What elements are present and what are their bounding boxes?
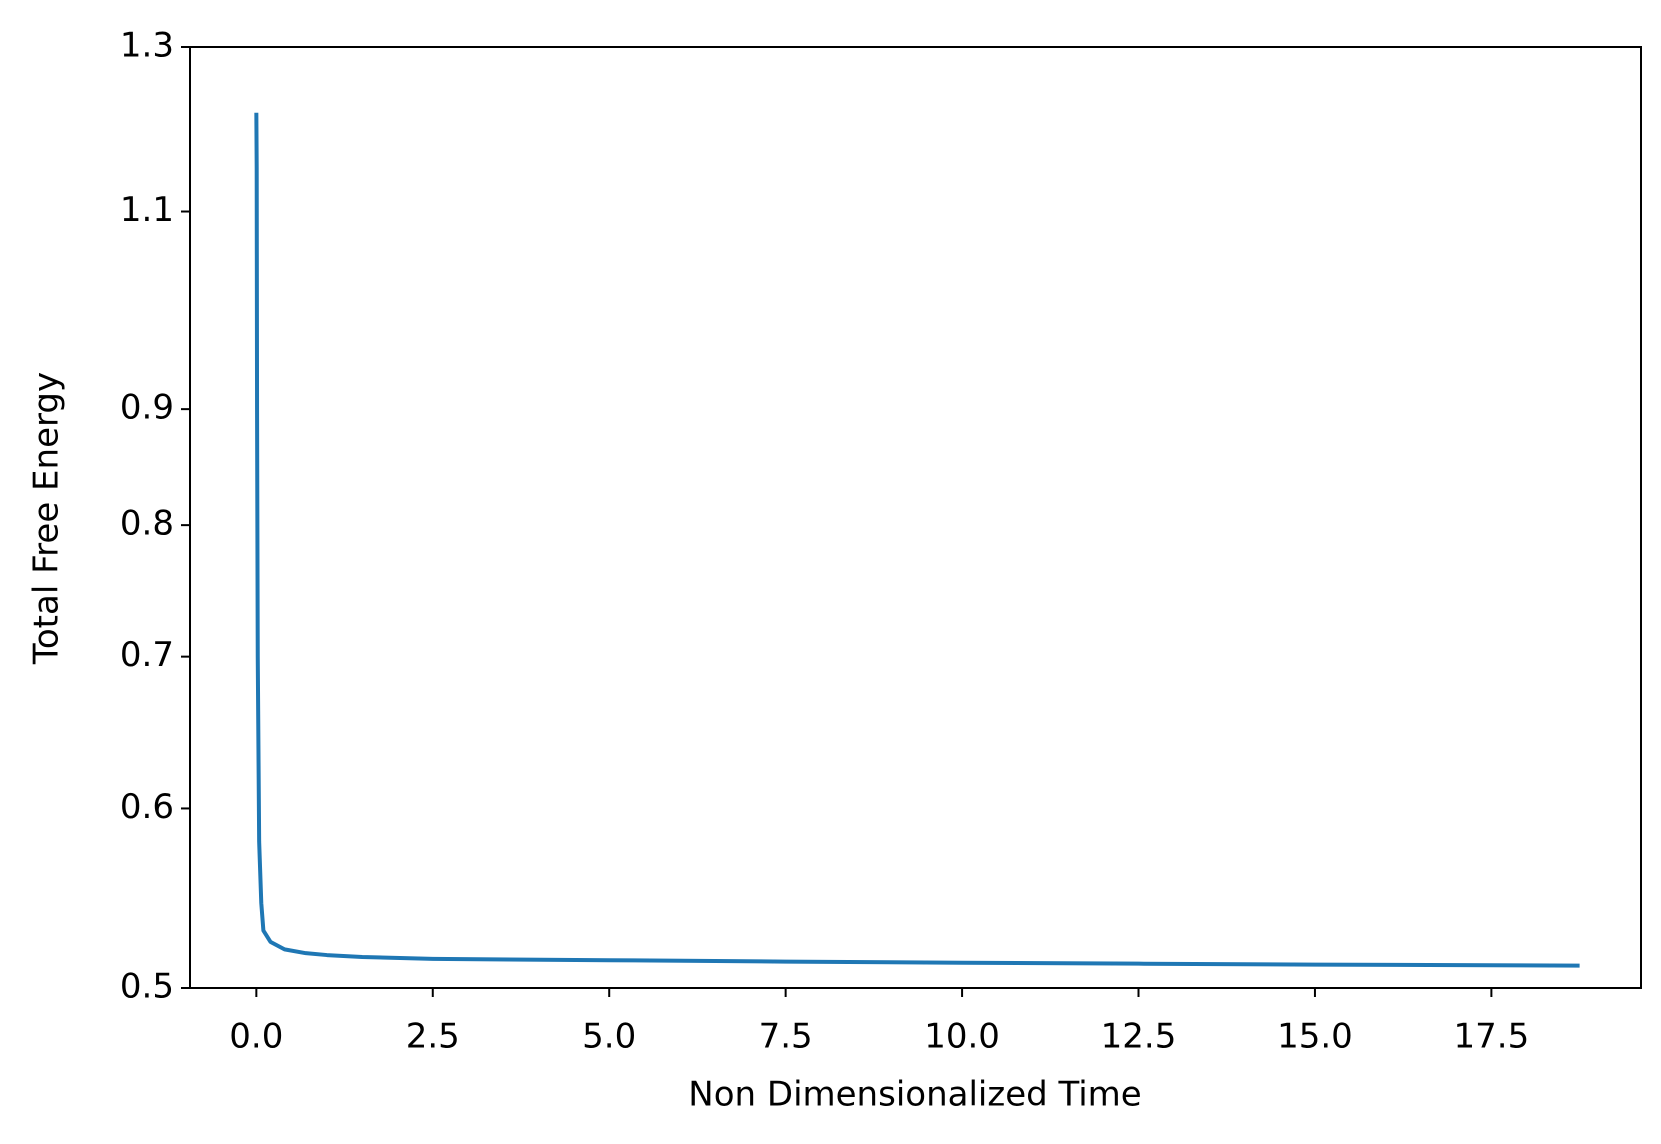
plot-frame [189, 46, 1642, 989]
y-axis-label: Total Free Energy [27, 372, 67, 665]
x-tick-label: 5.0 [582, 1017, 636, 1057]
y-tick-label: 0.8 [120, 504, 174, 544]
y-tick-label: 0.7 [120, 635, 174, 675]
y-tick-label: 1.1 [120, 190, 174, 230]
x-tick-label: 17.5 [1454, 1017, 1530, 1057]
x-tick-label: 15.0 [1277, 1017, 1353, 1057]
y-tick-label: 1.3 [120, 26, 174, 66]
y-tick-label: 0.9 [120, 388, 174, 428]
data-line [254, 112, 1580, 968]
x-tick-label: 2.5 [406, 1017, 460, 1057]
y-tick-label: 0.5 [120, 967, 174, 1007]
x-axis-label: Non Dimensionalized Time [688, 1075, 1141, 1115]
x-tick-label: 10.0 [924, 1017, 1000, 1057]
x-tick-label: 12.5 [1101, 1017, 1177, 1057]
x-tick-label: 0.0 [229, 1017, 283, 1057]
x-tick-label: 7.5 [759, 1017, 813, 1057]
y-tick-label: 0.6 [120, 787, 174, 827]
